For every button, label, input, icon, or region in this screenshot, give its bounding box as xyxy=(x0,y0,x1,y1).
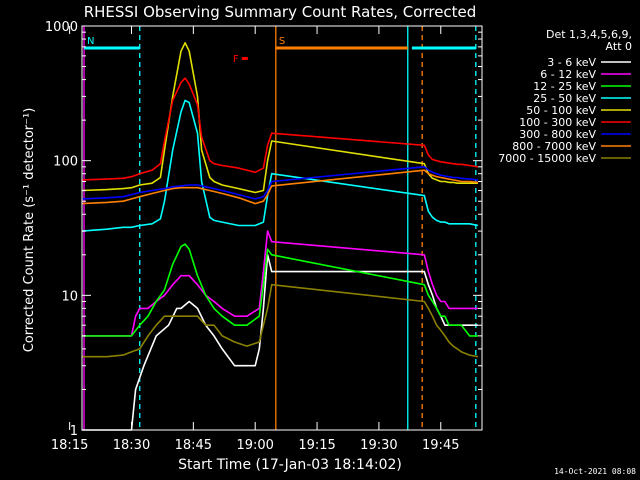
series-line-7000-15000-kev xyxy=(82,283,479,358)
legend-label-50-100-kev: 50 - 100 keV xyxy=(526,104,596,117)
legend-header-attenuator: Att 0 xyxy=(606,40,632,53)
y-tick-label-1: 1 xyxy=(70,424,78,439)
footer-timestamp: 14-Oct-2021 08:08 xyxy=(554,467,636,476)
legend-label-7000-15000-kev: 7000 - 15000 keV xyxy=(498,152,596,165)
flare-marker-label: F xyxy=(233,54,239,65)
series-line-6-12-kev xyxy=(82,230,478,337)
legend-label-800-7000-kev: 800 - 7000 keV xyxy=(512,140,596,153)
legend-label-300-800-kev: 300 - 800 keV xyxy=(519,128,596,141)
plot-frame xyxy=(81,25,483,431)
legend-label-3-6-kev: 3 - 6 keV xyxy=(547,56,596,69)
series-line-50-100-kev xyxy=(81,41,478,194)
x-tick-label-18-45: 18:45 xyxy=(175,438,212,453)
y-tick-label-1000: 1000 xyxy=(45,20,78,35)
instrument-state-lines xyxy=(83,26,477,430)
flag-label-s: S xyxy=(279,36,285,47)
series-line-800-7000-kev xyxy=(81,169,478,205)
x-tick-label-19-00: 19:00 xyxy=(236,438,273,453)
series-line-3-6-kev xyxy=(82,254,478,431)
chart-title: RHESSI Observing Summary Count Rates, Co… xyxy=(84,3,477,21)
x-tick-label-18-30: 18:30 xyxy=(113,438,150,453)
series-line-25-50-kev xyxy=(81,99,479,232)
legend-label-12-25-kev: 12 - 25 keV xyxy=(533,80,596,93)
x-tick-label-19-45: 19:45 xyxy=(422,438,459,453)
x-tick-label-19-30: 19:30 xyxy=(360,438,397,453)
x-axis-ticks: 18:15 18:30 18:45 19:00 19:15 19:30 19:45 xyxy=(51,26,459,453)
flag-label-n: N xyxy=(87,36,94,47)
flag-bars: N S F xyxy=(84,36,476,65)
x-tick-label-18-15: 18:15 xyxy=(51,438,88,453)
y-tick-label-100: 100 xyxy=(53,155,78,170)
series-line-100-300-kev xyxy=(81,77,479,181)
series-line-12-25-kev xyxy=(82,243,478,337)
flare-marker xyxy=(241,57,248,60)
y-axis-label: Corrected Count Rate (s⁻¹ detector⁻¹) xyxy=(22,108,37,353)
series-line-300-800-kev xyxy=(81,166,478,200)
x-axis-label: Start Time (17-Jan-03 18:14:02) xyxy=(178,457,402,473)
legend-label-25-50-kev: 25 - 50 keV xyxy=(533,92,596,105)
legend-label-6-12-kev: 6 - 12 keV xyxy=(540,68,596,81)
y-axis-ticks: 1 10 100 1000 xyxy=(45,20,482,439)
y-tick-label-10: 10 xyxy=(61,289,78,304)
legend-header-detectors: Det 1,3,4,5,6,9, xyxy=(546,28,632,41)
legend-label-100-300-kev: 100 - 300 keV xyxy=(519,116,596,129)
x-tick-label-19-15: 19:15 xyxy=(298,438,335,453)
series-group xyxy=(81,41,479,431)
